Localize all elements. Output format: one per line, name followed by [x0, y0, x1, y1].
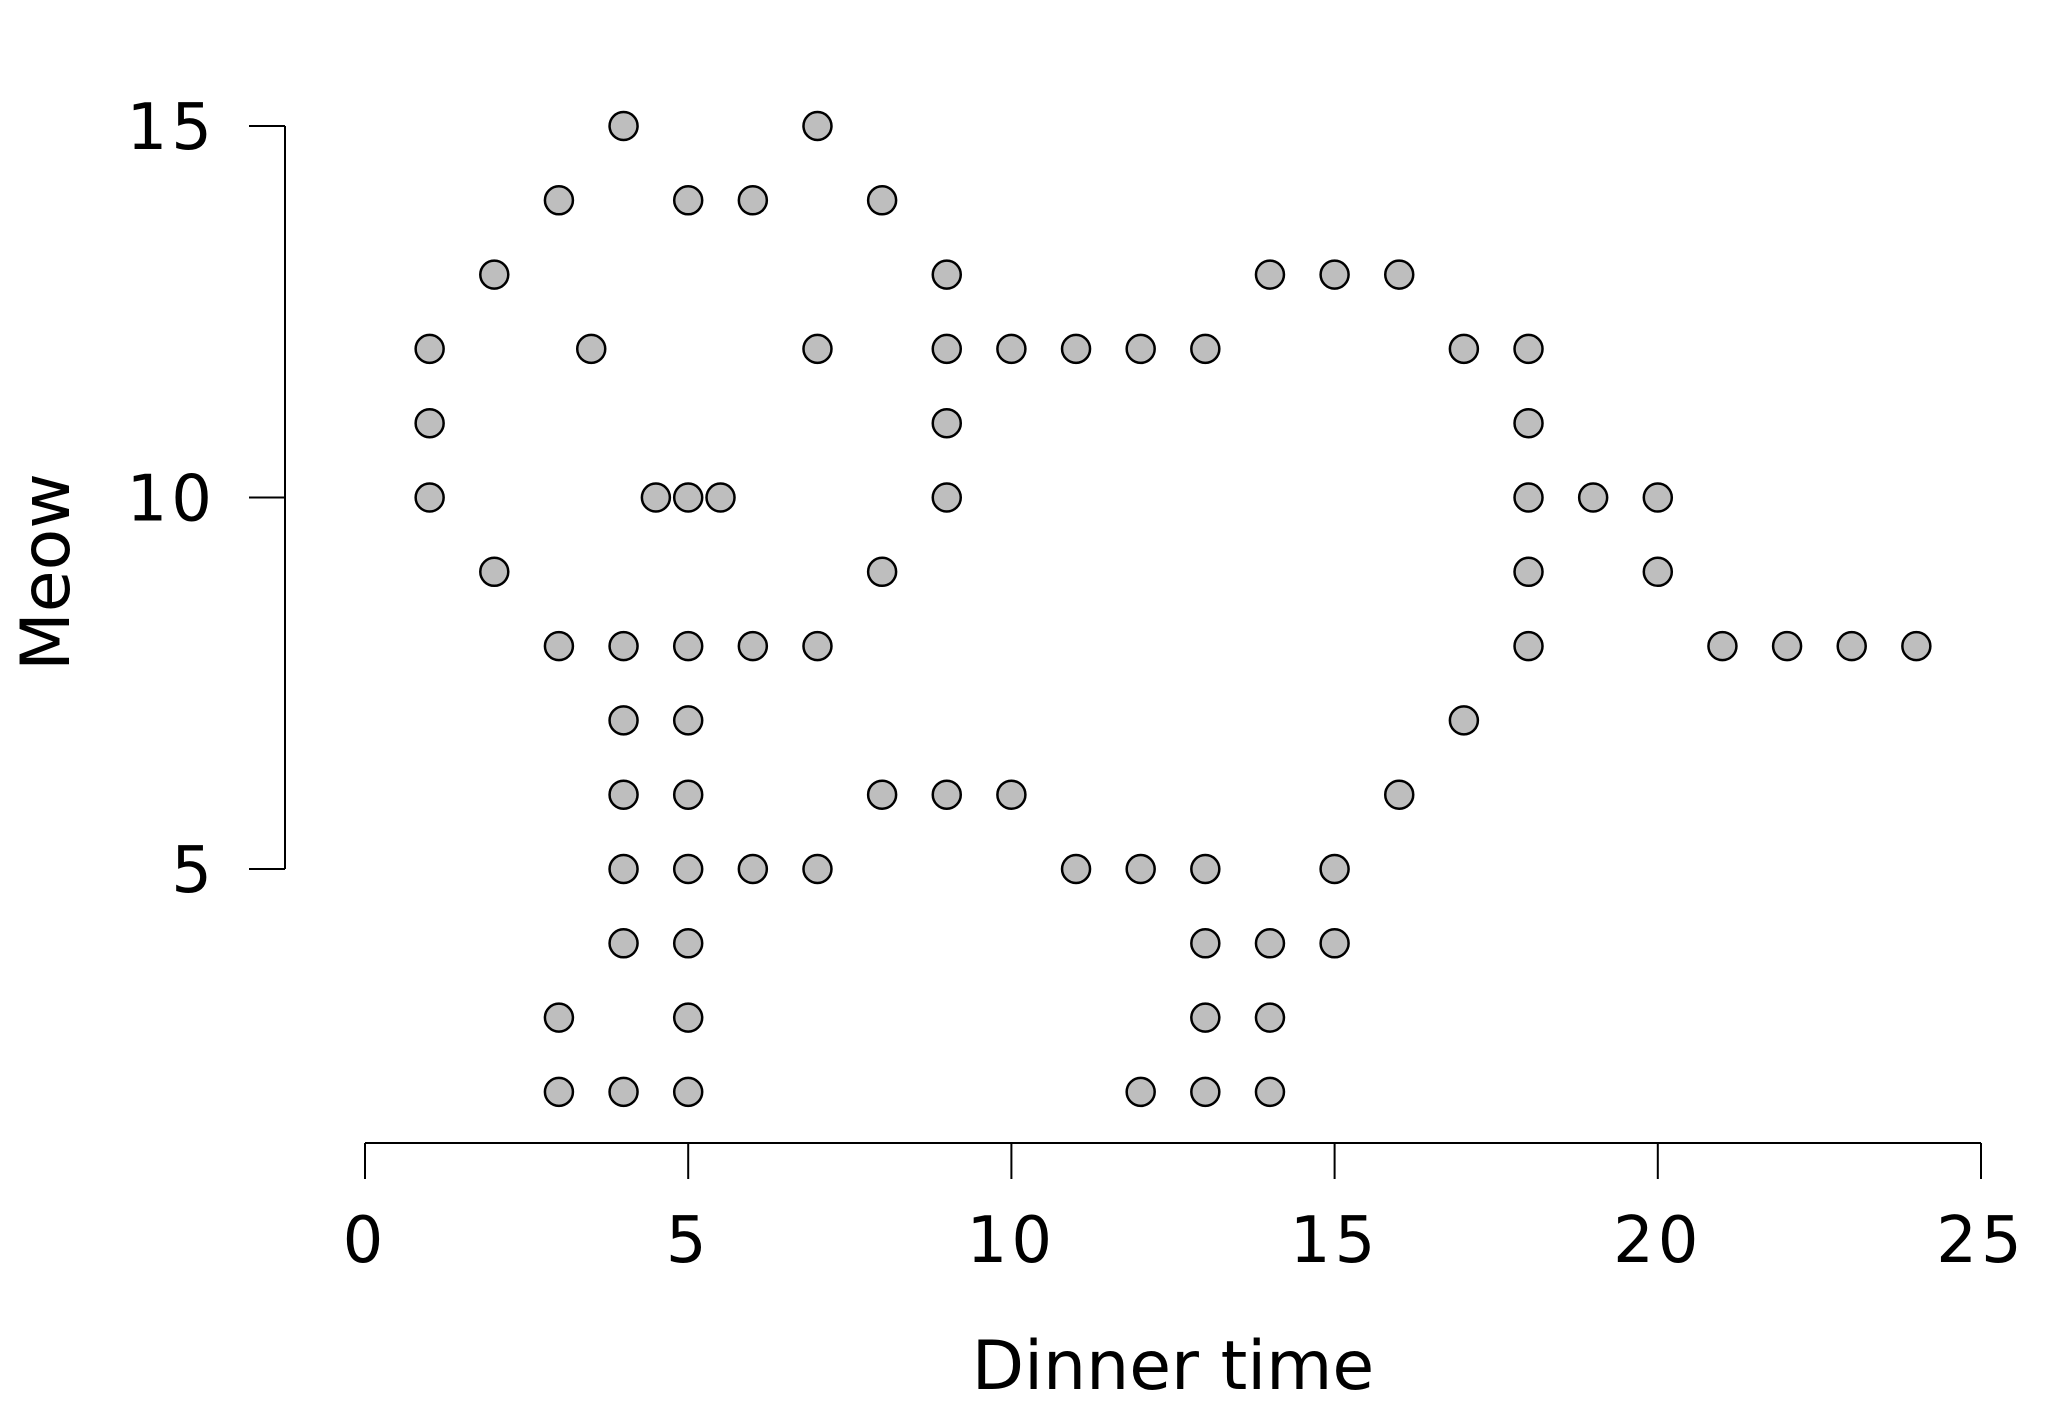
data-point: [672, 928, 704, 959]
data-point: [931, 333, 963, 365]
x-tick-label: 5: [666, 1204, 711, 1278]
data-point: [1513, 556, 1544, 588]
data-points: [414, 110, 1932, 1108]
data-point: [1254, 928, 1286, 959]
data-point: [1383, 259, 1415, 290]
x-tick-label: 20: [1613, 1204, 1702, 1278]
data-point: [1060, 333, 1092, 365]
x-tick-label: 15: [1290, 1204, 1379, 1278]
data-point: [575, 333, 607, 365]
data-point: [1060, 853, 1092, 885]
data-point: [705, 482, 736, 513]
y-tick-label: 5: [171, 834, 216, 908]
data-point: [866, 779, 898, 810]
data-point: [802, 110, 833, 142]
data-point: [479, 556, 510, 588]
data-point: [1319, 853, 1350, 885]
data-point: [866, 185, 898, 216]
data-point: [1190, 1002, 1221, 1033]
data-point: [1254, 1076, 1286, 1108]
data-point: [1513, 482, 1544, 513]
data-point: [672, 185, 704, 216]
data-point: [931, 482, 963, 513]
data-point: [1190, 333, 1221, 365]
data-point: [1254, 259, 1286, 290]
data-point: [608, 853, 639, 885]
y-ticks: 5 10 15: [127, 91, 285, 908]
data-point: [414, 333, 445, 365]
data-point: [1190, 1076, 1221, 1108]
x-axis: 0 5 10 15 20 25: [343, 1142, 2025, 1278]
x-tick-label: 25: [1936, 1204, 2025, 1278]
data-point: [802, 853, 833, 885]
data-point: [996, 779, 1027, 810]
data-point: [672, 779, 704, 810]
data-point: [931, 407, 963, 439]
data-point: [996, 333, 1027, 365]
data-point: [543, 1002, 575, 1033]
data-point: [479, 259, 510, 290]
data-point: [1319, 259, 1350, 290]
y-axis-title: Meow: [7, 473, 86, 671]
data-point: [1642, 556, 1674, 588]
data-point: [1901, 630, 1932, 662]
data-point: [802, 630, 833, 662]
y-tick-label: 15: [127, 91, 216, 165]
data-point: [608, 705, 639, 736]
data-point: [1125, 853, 1156, 885]
data-point: [931, 779, 963, 810]
data-point: [672, 705, 704, 736]
y-axis: 5 10 15: [127, 91, 286, 908]
data-point: [640, 482, 672, 513]
data-point: [1125, 1076, 1156, 1108]
data-point: [1125, 333, 1156, 365]
data-point: [737, 853, 769, 885]
y-tick-label: 10: [127, 463, 216, 537]
data-point: [414, 407, 445, 439]
x-tick-label: 10: [967, 1204, 1056, 1278]
data-point: [737, 630, 769, 662]
data-point: [866, 556, 898, 588]
data-point: [1448, 333, 1480, 365]
data-point: [672, 853, 704, 885]
data-point: [1707, 630, 1738, 662]
data-point: [672, 1002, 704, 1033]
data-point: [1190, 853, 1221, 885]
data-point: [543, 185, 575, 216]
data-point: [1190, 928, 1221, 959]
data-point: [672, 1076, 704, 1108]
data-point: [1513, 333, 1544, 365]
data-point: [1513, 407, 1544, 439]
data-point: [414, 482, 445, 513]
data-point: [1771, 630, 1803, 662]
x-axis-title: Dinner time: [972, 1327, 1375, 1406]
data-point: [1642, 482, 1674, 513]
data-point: [608, 110, 639, 142]
x-tick-label: 0: [343, 1204, 388, 1278]
data-point: [1513, 630, 1544, 662]
data-point: [1383, 779, 1415, 810]
data-point: [1319, 928, 1350, 959]
data-point: [543, 630, 575, 662]
data-point: [608, 1076, 639, 1108]
data-point: [608, 630, 639, 662]
data-point: [1448, 705, 1480, 736]
data-point: [802, 333, 833, 365]
data-point: [1254, 1002, 1286, 1033]
data-point: [608, 779, 639, 810]
data-point: [737, 185, 769, 216]
data-point: [1836, 630, 1867, 662]
x-ticks: 0 5 10 15 20 25: [343, 1143, 2025, 1278]
data-point: [672, 482, 704, 513]
data-point: [1577, 482, 1609, 513]
data-point: [931, 259, 963, 290]
data-point: [543, 1076, 575, 1108]
data-point: [608, 928, 639, 959]
data-point: [672, 630, 704, 662]
